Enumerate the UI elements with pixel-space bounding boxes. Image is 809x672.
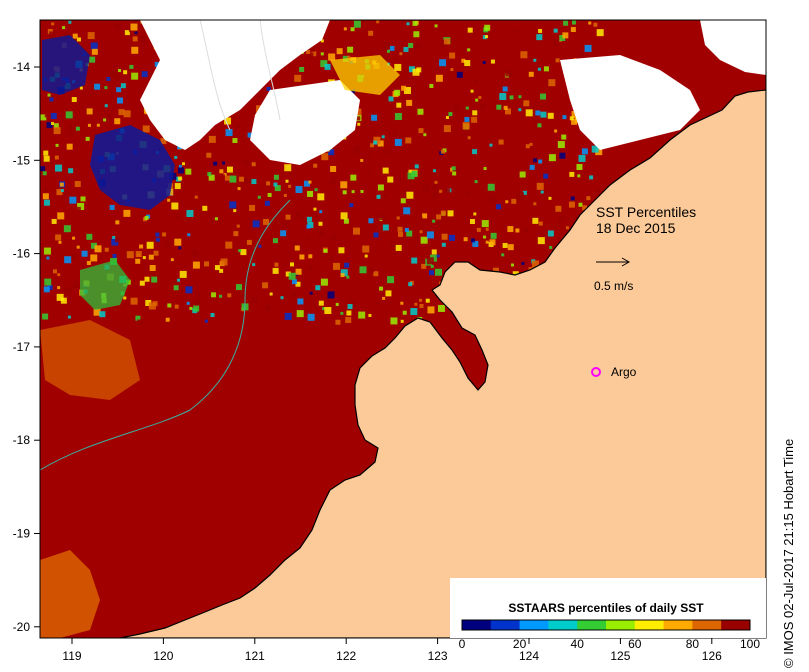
- colorbar-swatch: [548, 620, 578, 630]
- nodata-cloud-ne: [700, 20, 766, 75]
- colorbar-tick-label: 100: [740, 637, 760, 651]
- colorbar-swatch: [663, 620, 693, 630]
- mid-percentile-west: [40, 320, 140, 400]
- colorbar-swatch: [634, 620, 665, 630]
- colorbar-ticks: 0 20 40 60 80 100: [459, 637, 761, 651]
- y-tick-label: -14: [13, 60, 31, 74]
- map-plot-area: [40, 20, 766, 638]
- x-tick-label: 124: [519, 649, 539, 663]
- mid-percentile-yellow: [330, 55, 400, 95]
- mid-percentile-green: [80, 260, 130, 310]
- x-tick-label: 119: [62, 649, 81, 663]
- y-tick-label: -17: [13, 340, 31, 354]
- y-tick-label: -19: [13, 527, 31, 541]
- colorbar-swatch: [606, 620, 636, 630]
- plot-frame: [39, 19, 767, 639]
- x-tick-label: 120: [153, 649, 173, 663]
- colorbar-frame: [461, 619, 751, 631]
- bathymetry-contour: [40, 199, 291, 471]
- x-tick-label: 126: [702, 649, 722, 663]
- nodata-cloud-east: [560, 55, 700, 150]
- colorbar-swatch: [577, 620, 607, 630]
- map-title-line1: SST Percentiles: [596, 204, 696, 220]
- velocity-scale-arrow-icon: [596, 257, 631, 267]
- colorbar: SSTAARS percentiles of daily SST 0 20 40 60…: [450, 578, 766, 651]
- low-percentile-patch-nw: [42, 35, 90, 95]
- y-tick-label: -18: [13, 433, 31, 447]
- colorbar-swatch: [490, 620, 521, 630]
- x-tick-label: 122: [336, 649, 356, 663]
- x-tick-label: 123: [428, 649, 448, 663]
- bathymetry-contour-north: [199, 20, 281, 131]
- colorbar-swatches: [462, 620, 751, 630]
- colorbar-title: SSTAARS percentiles of daily SST: [508, 601, 704, 615]
- x-axis: 119 120 121 122 123 124 125 126: [62, 638, 722, 663]
- y-tick-label: -15: [13, 153, 31, 167]
- x-tick-label: 121: [245, 649, 265, 663]
- low-percentile-patch: [90, 125, 175, 210]
- nodata-cloud-north-2: [250, 80, 360, 165]
- argo-label: Argo: [611, 365, 637, 379]
- argo-float-marker-icon: [591, 367, 601, 377]
- colorbar-tick-label: 40: [571, 637, 585, 651]
- colorbar-tick-label: 0: [459, 637, 466, 651]
- y-axis: -14 -15 -16 -17 -18 -19 -20: [13, 60, 40, 634]
- colorbar-swatch: [462, 620, 492, 630]
- land-mass: [119, 20, 766, 638]
- colorbar-tick-label: 20: [513, 637, 527, 651]
- colorbar-tick-label: 80: [686, 637, 700, 651]
- colorbar-tick-label: 60: [628, 637, 642, 651]
- y-tick-label: -20: [13, 620, 31, 634]
- colorbar-swatch: [721, 620, 751, 630]
- mid-percentile-sw: [40, 550, 100, 638]
- x-tick-label: 125: [610, 649, 630, 663]
- nodata-cloud-north: [140, 20, 330, 150]
- map-title-line2: 18 Dec 2015: [596, 220, 676, 236]
- colorbar-swatch: [519, 620, 549, 630]
- colorbar-swatch: [692, 620, 722, 630]
- y-tick-label: -16: [13, 247, 31, 261]
- imos-credit: © IMOS 02-Jul-2017 21:15 Hobart Time: [781, 438, 796, 668]
- velocity-scale-label: 0.5 m/s: [594, 279, 633, 293]
